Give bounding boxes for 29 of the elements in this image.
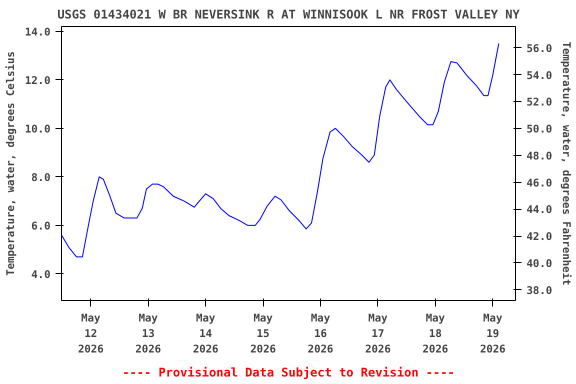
y2-tick-label: 54.0 <box>526 68 552 82</box>
y2-axis-title: Temperature, water, degrees Fahrenheit <box>560 42 574 286</box>
x-tick-label: May 19 2026 <box>480 312 506 356</box>
y2-tick-label: 50.0 <box>526 122 552 136</box>
x-tick-label: May 12 2026 <box>78 312 104 356</box>
x-tick-label: May 16 2026 <box>308 312 334 356</box>
y-tick-label: 10.0 <box>24 122 51 136</box>
x-tick-label: May 15 2026 <box>250 312 276 356</box>
x-tick-label: May 17 2026 <box>365 312 391 356</box>
y-tick-label: 4.0 <box>31 268 51 281</box>
y2-tick-label: 38.0 <box>526 284 552 297</box>
x-tick-label: May 18 2026 <box>422 312 448 356</box>
y2-tick-label: 44.0 <box>526 203 552 216</box>
y2-tick-label: 56.0 <box>526 42 552 55</box>
y-tick-label: 12.0 <box>24 74 51 87</box>
chart-title: USGS 01434021 W BR NEVERSINK R AT WINNISOOK L NR FROST VALLEY NY <box>57 8 520 22</box>
y2-tick-label: 42.0 <box>526 230 552 244</box>
line-series <box>62 42 500 258</box>
y2-tick-label: 52.0 <box>526 96 552 109</box>
y-tick-label: 14.0 <box>24 25 51 38</box>
y-axis-title: Temperature, water, degrees Celsius <box>4 51 17 276</box>
y2-tick-label: 48.0 <box>526 149 552 162</box>
x-tick-label: May 13 2026 <box>135 312 162 356</box>
x-tick-label: May 14 2026 <box>192 312 218 356</box>
y2-tick-label: 46.0 <box>526 176 552 190</box>
y-tick-label: 8.0 <box>31 170 51 184</box>
text: ---- Provisional Data Subject to Revision ---- <box>122 366 455 380</box>
y2-tick-label: 40.0 <box>526 256 552 270</box>
y-tick-label: 6.0 <box>31 219 51 232</box>
